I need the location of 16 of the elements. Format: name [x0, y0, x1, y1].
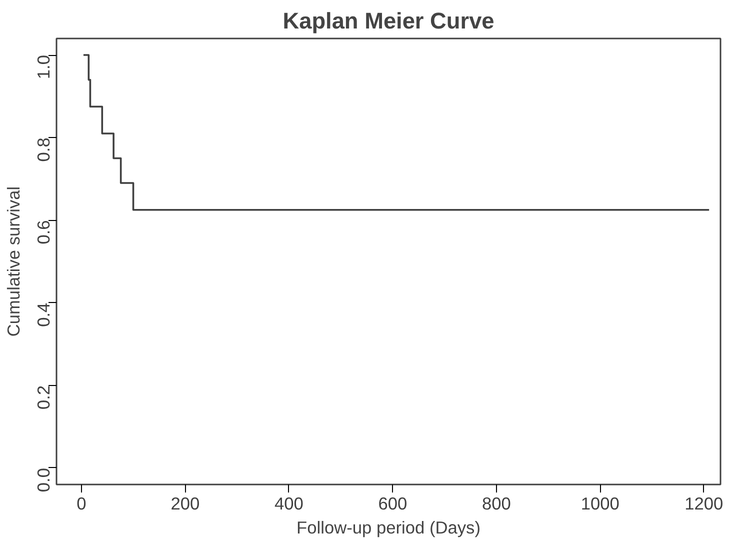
x-tick-label: 600 [378, 494, 408, 514]
x-tick-label: 1000 [580, 494, 620, 514]
x-tick-label: 200 [170, 494, 200, 514]
x-tick-label: 1200 [684, 494, 724, 514]
y-tick-label: 0.6 [34, 220, 54, 244]
chart-title: Kaplan Meier Curve [282, 8, 494, 34]
x-tick-label: 0 [76, 494, 86, 514]
y-tick-label: 0.4 [34, 302, 54, 327]
y-tick-label: 0.8 [34, 138, 54, 162]
x-tick-label: 400 [274, 494, 304, 514]
x-axis-title: Follow-up period (Days) [296, 518, 480, 538]
x-tick-label: 800 [482, 494, 511, 514]
y-tick-label: 0.0 [34, 468, 54, 492]
y-axis-title: Cumulative survival [4, 186, 24, 337]
y-tick-label: 0.2 [34, 385, 54, 410]
y-tick-label: 1.0 [34, 55, 54, 80]
